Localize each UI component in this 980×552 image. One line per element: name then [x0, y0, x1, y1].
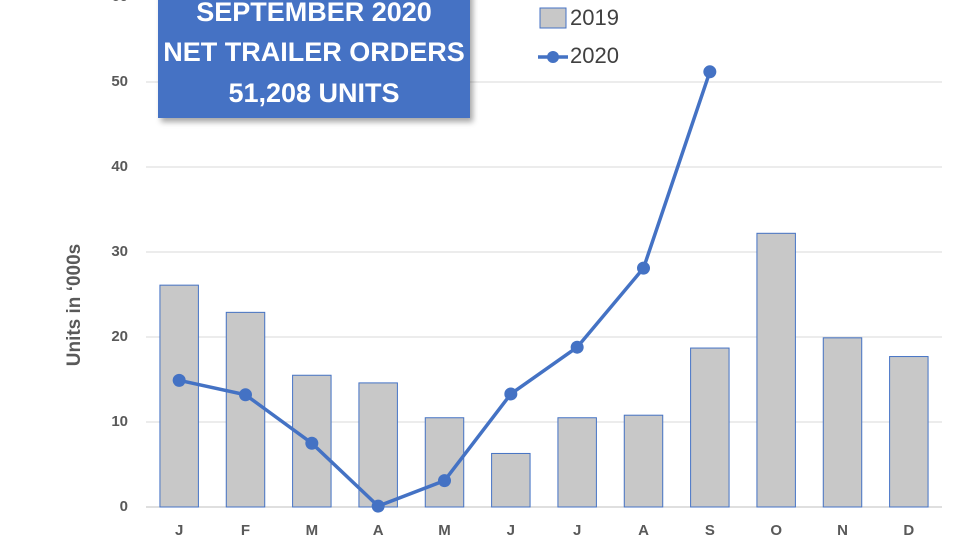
bar	[225, 311, 266, 508]
x-tick-label: M	[438, 522, 451, 539]
x-tick-label: J	[507, 522, 515, 539]
bar	[358, 382, 398, 508]
y-tick-label: 40	[111, 158, 128, 175]
line-marker	[371, 499, 385, 513]
bar	[822, 337, 863, 508]
line-marker	[504, 387, 518, 401]
line-marker	[703, 65, 717, 79]
x-tick-label: M	[306, 522, 319, 539]
y-tick-label: 10	[111, 413, 128, 430]
annotation-box	[158, 0, 470, 118]
line-marker	[239, 388, 252, 402]
y-tick-label: 50	[111, 73, 128, 90]
legend-swatch	[539, 7, 567, 29]
bar	[159, 284, 199, 508]
x-tick-label: F	[241, 522, 250, 539]
x-tick-label: J	[573, 522, 581, 539]
line-marker	[172, 373, 186, 387]
bar	[690, 347, 730, 508]
x-tick-label: S	[705, 522, 715, 539]
bar	[623, 414, 664, 508]
annotation-line: SEPTEMBER 2020	[196, 0, 432, 27]
annotation-line: NET TRAILER ORDERS	[163, 37, 465, 67]
legend-marker	[547, 51, 559, 63]
bar	[756, 232, 796, 508]
y-axis-label: Units in ‘000s	[64, 244, 85, 367]
line-marker	[570, 340, 584, 354]
y-tick-label: 0	[120, 498, 128, 515]
annotation-line: 51,208 UNITS	[228, 78, 399, 108]
bar	[889, 356, 929, 508]
x-tick-label: O	[770, 522, 782, 539]
x-tick-label: J	[175, 522, 183, 539]
x-tick-label: D	[903, 522, 914, 539]
bar	[557, 417, 597, 508]
marks	[159, 65, 929, 513]
y-tick-label: 20	[111, 328, 128, 345]
x-tick-label: A	[373, 522, 384, 539]
line-marker	[305, 436, 319, 450]
y-tick-label: 30	[111, 243, 128, 260]
legend-label: 2020	[570, 43, 619, 68]
bar	[491, 452, 531, 508]
legend-label: 2019	[570, 5, 619, 30]
line-marker	[637, 261, 650, 275]
y-tick-label: 60	[111, 0, 128, 5]
x-tick-label: A	[638, 522, 649, 539]
x-tick-label: N	[837, 522, 848, 539]
line-marker	[438, 474, 451, 488]
